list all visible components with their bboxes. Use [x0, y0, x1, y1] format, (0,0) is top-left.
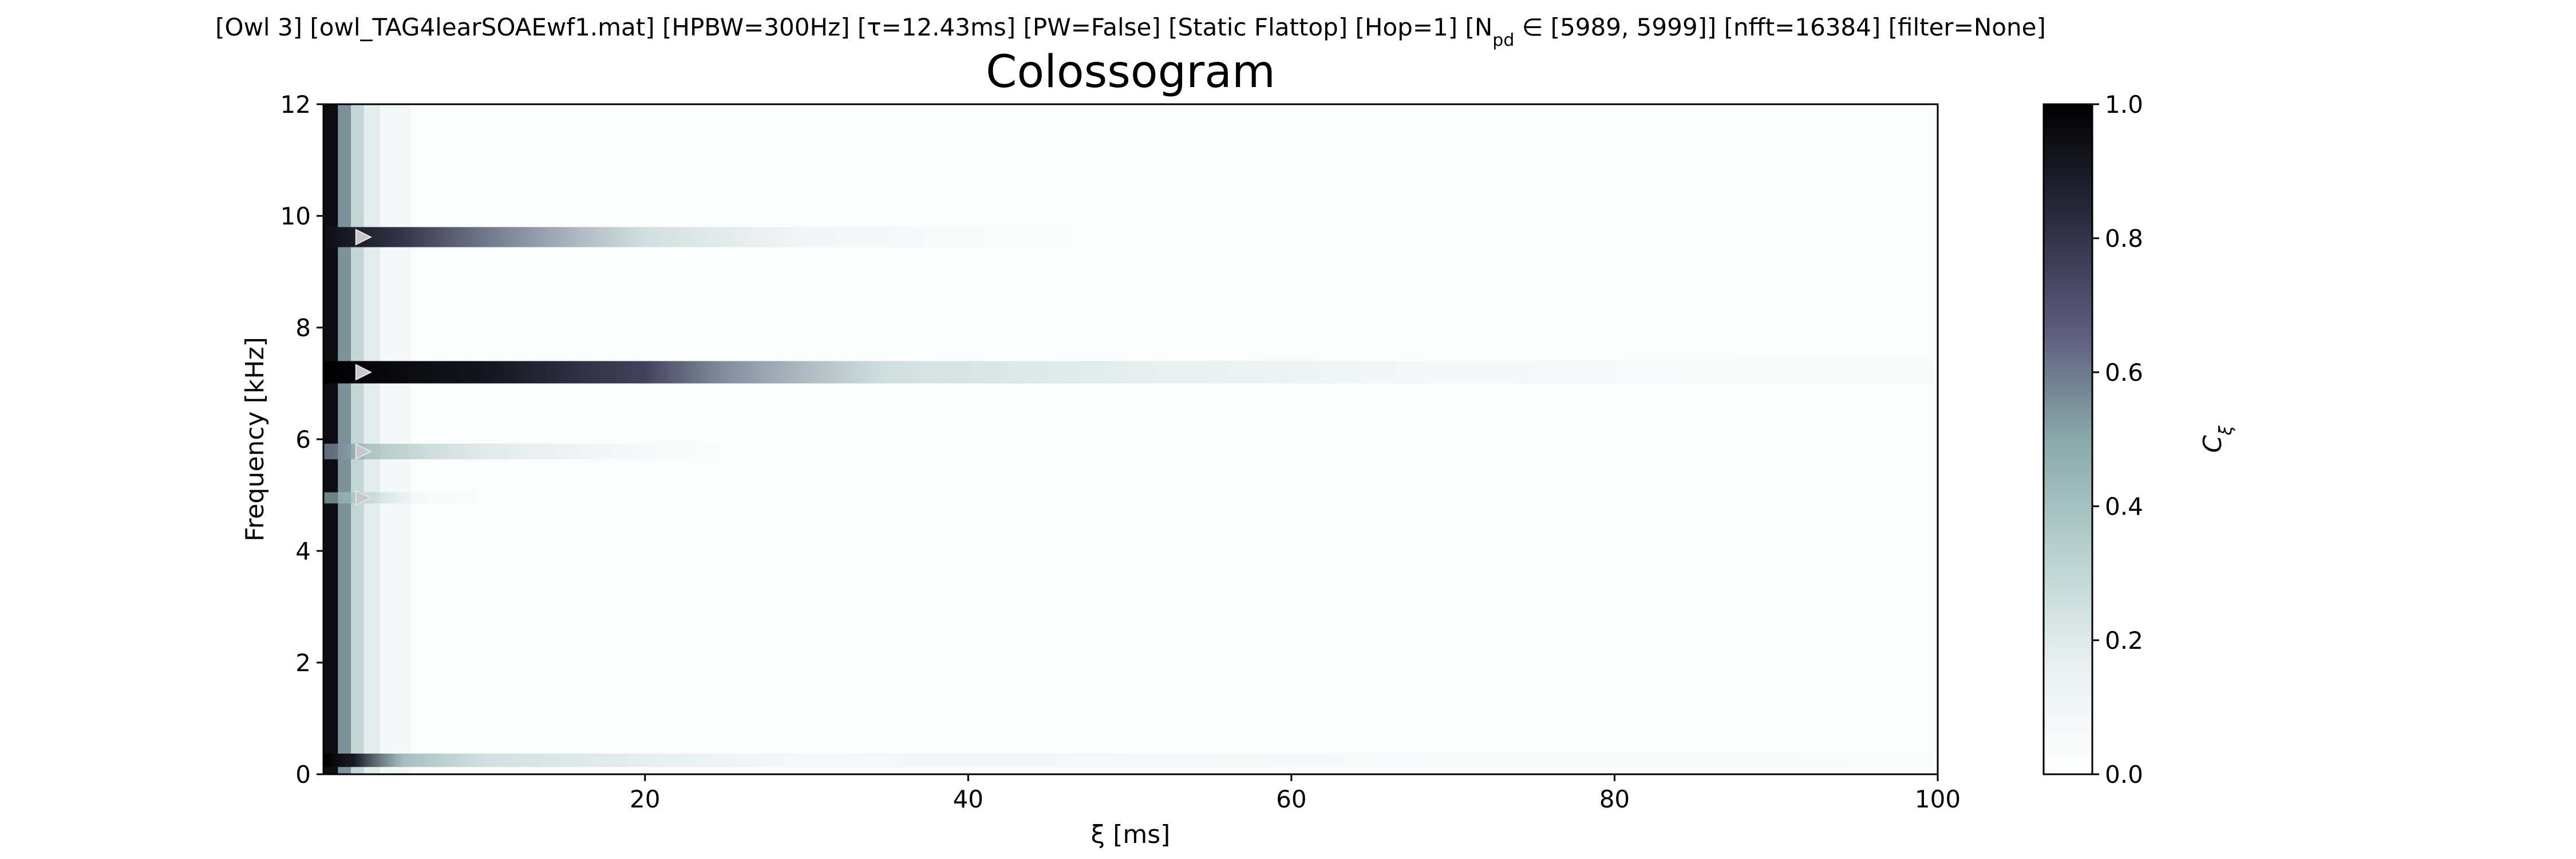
heatmap-column-1 [338, 104, 351, 774]
x-tick-label-0: 20 [630, 785, 660, 813]
heatmap-column-3 [364, 104, 380, 774]
peak-marker-0 [355, 228, 372, 246]
coherence-band-0 [323, 753, 1938, 767]
peak-marker-3 [355, 489, 372, 506]
coherence-band-4 [323, 227, 1130, 247]
colorbar-axis: 0.0 0.2 0.4 0.6 0.8 1.0 [2092, 90, 2143, 789]
y-tick-label-3: 6 [295, 425, 311, 454]
peak-marker-1 [355, 364, 372, 381]
x-axis: 20 40 60 80 100 [630, 774, 1961, 813]
heatmap-background [323, 104, 1938, 774]
x-tick-label-3: 80 [1599, 785, 1630, 813]
x-tick-label-4: 100 [1915, 785, 1961, 813]
colorbar-tick-label-5: 1.0 [2105, 90, 2143, 119]
coherence-band-2 [323, 443, 726, 460]
y-axis-label: Frequency [kHz] [240, 337, 270, 541]
chart-title: Colossogram [986, 46, 1275, 98]
colorbar-tick-label-0: 0.0 [2105, 761, 2143, 789]
y-axis: 0 2 4 6 8 10 12 [280, 90, 323, 789]
heatmap-column-4 [380, 104, 411, 774]
y-tick-label-5: 10 [280, 202, 311, 230]
parameters-header: [Owl 3] [owl_TAG4learSOAEwf1.mat] [HPBW=… [215, 13, 2046, 50]
coherence-band-1 [323, 492, 484, 504]
colorbar-tick-label-4: 0.8 [2105, 224, 2143, 253]
y-tick-label-2: 4 [295, 537, 311, 565]
colorbar-tick-label-2: 0.4 [2105, 492, 2143, 521]
y-tick-label-6: 12 [280, 90, 311, 119]
colorbar-label: Cξ [2198, 425, 2236, 453]
colorbar-tick-label-1: 0.2 [2105, 626, 2143, 655]
colorbar-tick-label-3: 0.6 [2105, 358, 2143, 387]
heatmap-column-2 [350, 104, 364, 774]
x-tick-label-2: 60 [1276, 785, 1306, 813]
y-tick-label-1: 2 [295, 649, 311, 677]
x-tick-label-1: 40 [953, 785, 983, 813]
x-axis-label: ξ [ms] [1091, 820, 1171, 849]
peak-marker-2 [355, 443, 372, 460]
heatmap-area [323, 104, 1938, 774]
colorbar [2042, 103, 2093, 775]
y-tick-label-0: 0 [295, 761, 311, 789]
y-tick-label-4: 8 [295, 314, 311, 342]
heatmap-column-0 [323, 104, 338, 774]
coherence-band-3 [323, 361, 1938, 384]
